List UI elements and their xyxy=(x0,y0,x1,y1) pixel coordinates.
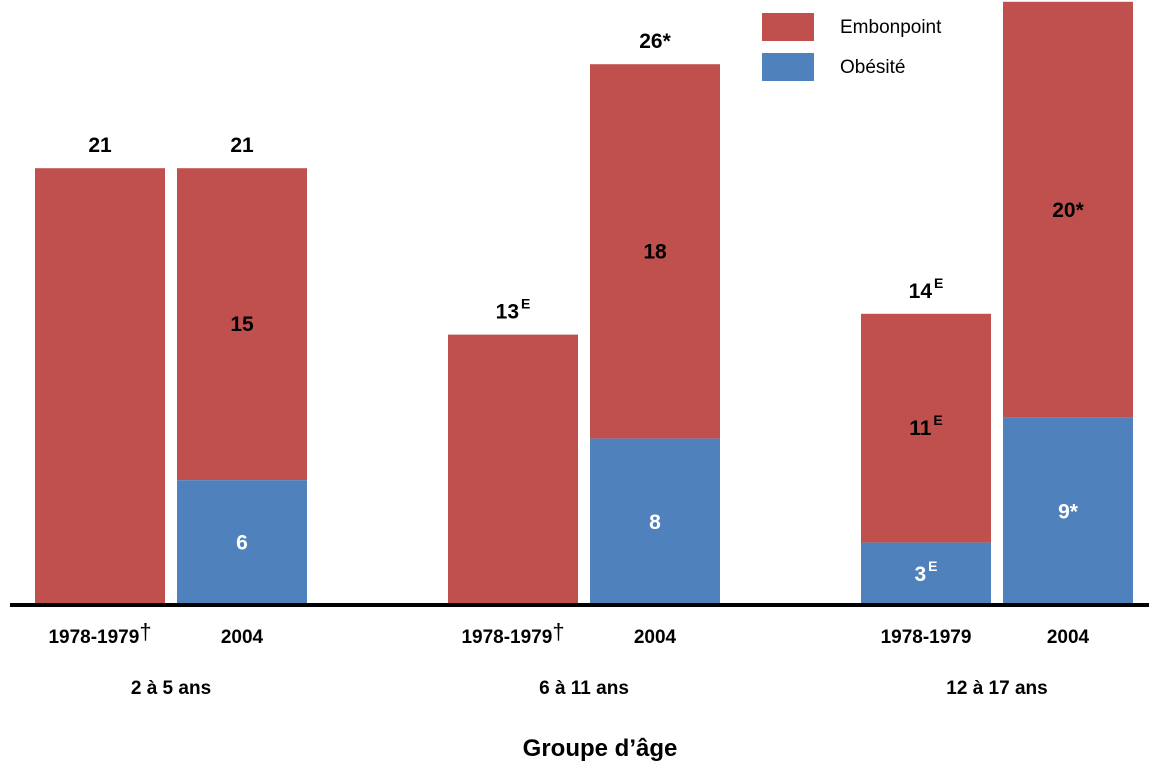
bars-layer xyxy=(35,1,1133,605)
group-0-bar-0-category-label: 1978-1979† xyxy=(48,619,151,648)
group-label-1: 6 à 11 ans xyxy=(539,678,629,699)
group-1-bar-1-total-label: 26* xyxy=(639,30,671,53)
group-1-bar-0-embonpoint-segment xyxy=(448,334,578,605)
group-0-bar-0-total-label: 21 xyxy=(88,134,112,157)
legend-swatch-obesite xyxy=(762,53,814,81)
group-0-bar-1-embonpoint-label: 15 xyxy=(230,313,254,336)
group-2-bar-1-embonpoint-label: 20* xyxy=(1052,199,1084,222)
group-2-bar-0-embonpoint-segment xyxy=(861,313,991,543)
group-0-bar-1-obesite-label: 6 xyxy=(236,532,248,555)
legend-swatch-embonpoint xyxy=(762,13,814,41)
group-2-bar-0-obesite-segment xyxy=(861,542,991,605)
group-0-bar-1-embonpoint-segment xyxy=(177,168,307,481)
group-1-bar-1-obesite-label: 8 xyxy=(649,511,661,534)
group-2-bar-0-category-label: 1978-1979 xyxy=(881,627,972,648)
group-1-bar-1-embonpoint-label: 18 xyxy=(643,240,667,263)
group-2-bar-1-obesite-segment xyxy=(1003,417,1133,605)
group-1-bar-0-category-label: 1978-1979† xyxy=(461,619,564,648)
group-2-bar-1-embonpoint-segment xyxy=(1003,1,1133,418)
legend: Embonpoint Obésité xyxy=(762,13,942,81)
group-1-bar-0-total-label: 13 E xyxy=(496,296,531,324)
group-0-bar-1-total-label: 21 xyxy=(230,134,254,157)
labels-layer: 21 1978-1979† 21 15 6 2004 2 à 5 ans 13 E 1978-19… xyxy=(48,30,1090,699)
group-0-bar-1-category-label: 2004 xyxy=(221,627,264,648)
group-1-bar-1-obesite-segment xyxy=(590,438,720,605)
group-1-bar-1-category-label: 2004 xyxy=(634,627,677,648)
group-2-bar-0-embonpoint-label: 11 E xyxy=(909,412,943,440)
group-1-bar-1-embonpoint-segment xyxy=(590,64,720,439)
group-2-bar-1-category-label: 2004 xyxy=(1047,627,1090,648)
legend-label-obesite: Obésité xyxy=(840,57,905,78)
group-2-bar-1-obesite-label: 9* xyxy=(1058,500,1079,523)
x-axis-title: Groupe d’âge xyxy=(523,735,678,762)
group-0-bar-0-embonpoint-segment xyxy=(35,168,165,605)
legend-label-embonpoint: Embonpoint xyxy=(840,17,942,38)
group-0-bar-1-obesite-segment xyxy=(177,480,307,605)
group-label-0: 2 à 5 ans xyxy=(131,678,211,699)
group-2-bar-0-total-label: 14 E xyxy=(909,275,944,303)
group-label-2: 12 à 17 ans xyxy=(946,678,1047,699)
